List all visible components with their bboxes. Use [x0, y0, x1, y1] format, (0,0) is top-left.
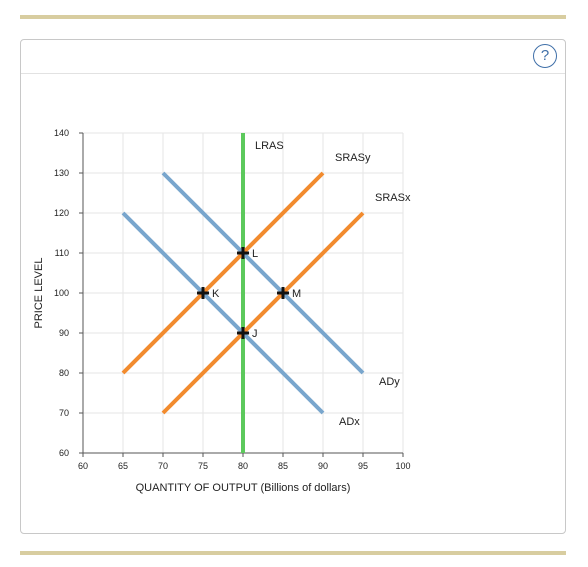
question-mark-icon: ? [540, 47, 550, 64]
series: LRAS SRASy SRASx ADy ADx [121, 133, 411, 453]
point-marker-k [197, 287, 209, 299]
equilibrium-points: L K M J [197, 247, 301, 340]
point-marker-l [237, 247, 249, 259]
series-label-lras: LRAS [255, 140, 284, 152]
x-tick-label-100: 100 [395, 461, 410, 471]
y-axis-title: PRICE LEVEL [33, 258, 45, 329]
y-tick-label-110: 110 [55, 248, 69, 258]
y-tick-label-70: 70 [59, 408, 69, 418]
series-label-adx: ADx [339, 416, 360, 428]
help-button[interactable]: ? [533, 44, 557, 68]
x-tick-label-80: 80 [238, 461, 248, 471]
y-tick-label-90: 90 [59, 328, 69, 338]
x-tick-label-85: 85 [278, 461, 288, 471]
y-tick-label-80: 80 [59, 368, 69, 378]
bottom-rule [20, 551, 566, 555]
question-panel: ? [20, 39, 566, 534]
series-line-srasx [161, 211, 365, 415]
y-tick-label-60: 60 [59, 448, 69, 458]
y-tick-label-130: 130 [54, 168, 69, 178]
point-label-k: K [212, 288, 220, 300]
series-label-srasx: SRASx [375, 192, 411, 204]
x-tick-label-65: 65 [118, 461, 128, 471]
y-tick-label-100: 100 [54, 288, 69, 298]
point-label-l: L [252, 248, 258, 260]
point-marker-m [277, 287, 289, 299]
panel-divider [21, 73, 565, 74]
series-label-ady: ADy [379, 376, 400, 388]
x-tick-label-95: 95 [358, 461, 368, 471]
x-tick-label-60: 60 [78, 461, 88, 471]
y-tick-label-120: 120 [54, 208, 69, 218]
point-label-m: M [292, 288, 301, 300]
x-axis-title: QUANTITY OF OUTPUT (Billions of dollars) [136, 482, 351, 494]
top-rule [20, 15, 566, 19]
x-tick-label-90: 90 [318, 461, 328, 471]
series-line-adx [121, 211, 325, 415]
x-tick-label-75: 75 [198, 461, 208, 471]
point-marker-j [237, 327, 249, 339]
series-line-srasy [121, 171, 325, 375]
series-line-ady [161, 171, 365, 375]
y-tick-label-140: 140 [54, 128, 69, 138]
series-label-srasy: SRASy [335, 152, 371, 164]
point-label-j: J [252, 328, 258, 340]
x-tick-label-70: 70 [158, 461, 168, 471]
